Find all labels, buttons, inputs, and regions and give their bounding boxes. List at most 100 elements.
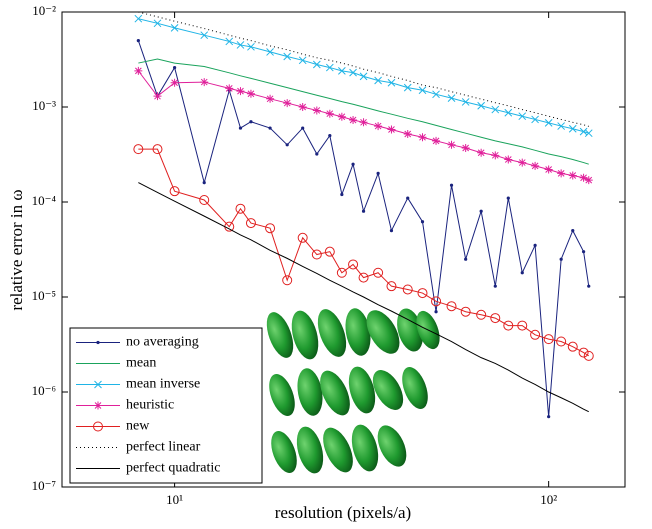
data-point bbox=[336, 267, 347, 278]
y-tick-label: 10⁻² bbox=[32, 3, 56, 18]
data-point bbox=[520, 271, 524, 275]
data-point bbox=[434, 310, 438, 314]
data-point bbox=[403, 83, 412, 92]
data-point bbox=[418, 86, 427, 95]
data-point bbox=[373, 267, 384, 278]
data-point bbox=[504, 155, 513, 164]
axes-box bbox=[61, 11, 626, 488]
data-point bbox=[374, 76, 382, 85]
y-tick-label: 10⁻⁵ bbox=[32, 288, 56, 303]
data-point bbox=[584, 129, 593, 138]
data-point bbox=[235, 203, 246, 214]
data-point bbox=[386, 281, 397, 292]
data-point bbox=[461, 144, 470, 153]
data-point bbox=[432, 136, 441, 145]
series-line bbox=[138, 18, 589, 134]
x-axis-label: resolution (pixels/a) bbox=[275, 503, 411, 522]
data-point bbox=[328, 133, 332, 138]
data-point bbox=[460, 306, 471, 317]
data-point bbox=[432, 90, 440, 99]
legend-label: new bbox=[126, 419, 150, 434]
data-point bbox=[557, 122, 566, 130]
data-point bbox=[358, 272, 369, 283]
data-point bbox=[518, 158, 527, 167]
data-point bbox=[359, 118, 368, 127]
series-line bbox=[137, 40, 590, 417]
data-point bbox=[249, 120, 253, 124]
data-point bbox=[202, 181, 206, 185]
data-point bbox=[311, 249, 322, 260]
data-point bbox=[153, 19, 162, 28]
data-point bbox=[417, 288, 428, 299]
data-point bbox=[587, 284, 591, 288]
data-point bbox=[337, 112, 346, 121]
data-point bbox=[173, 65, 177, 70]
data-point bbox=[547, 415, 551, 419]
data-point bbox=[431, 296, 442, 307]
data-point bbox=[340, 192, 344, 197]
data-point bbox=[338, 67, 346, 75]
data-point bbox=[268, 126, 272, 130]
data-point bbox=[170, 24, 179, 32]
data-point bbox=[530, 329, 541, 340]
data-point bbox=[387, 78, 396, 87]
data-point bbox=[556, 336, 567, 347]
data-point bbox=[533, 243, 537, 247]
data-point bbox=[170, 78, 179, 87]
y-tick-label: 10⁻⁶ bbox=[32, 383, 56, 398]
data-point bbox=[531, 115, 539, 124]
data-point bbox=[531, 161, 540, 170]
data-point bbox=[543, 334, 554, 345]
data-point bbox=[477, 148, 486, 157]
data-point bbox=[559, 257, 563, 261]
data-point bbox=[476, 309, 487, 320]
data-point bbox=[348, 259, 359, 270]
data-point bbox=[152, 144, 163, 155]
data-point bbox=[301, 126, 305, 130]
data-point bbox=[584, 176, 593, 185]
y-tick-label: 10⁻³ bbox=[32, 98, 56, 113]
legend-marker bbox=[96, 340, 100, 345]
data-point bbox=[491, 151, 500, 160]
data-point bbox=[225, 84, 234, 93]
data-point bbox=[236, 87, 245, 96]
data-point bbox=[461, 98, 470, 106]
data-point bbox=[200, 31, 209, 40]
ellipsoid-inset bbox=[266, 308, 440, 474]
data-point bbox=[567, 341, 578, 352]
data-point bbox=[578, 347, 589, 358]
data-point bbox=[298, 103, 307, 111]
data-point bbox=[491, 105, 500, 114]
data-point bbox=[247, 42, 255, 51]
legend-label: heuristic bbox=[126, 398, 174, 413]
data-point bbox=[282, 275, 293, 286]
data-point bbox=[544, 165, 553, 174]
data-point bbox=[579, 127, 588, 136]
data-point bbox=[568, 124, 577, 133]
legend-label: mean inverse bbox=[126, 377, 200, 392]
series-line bbox=[138, 148, 590, 357]
data-point bbox=[246, 89, 255, 98]
data-point bbox=[349, 115, 358, 124]
legend-marker bbox=[94, 401, 102, 410]
data-point bbox=[374, 122, 383, 131]
data-point bbox=[557, 169, 566, 178]
y-tick-label: 10⁻⁷ bbox=[32, 478, 56, 493]
data-point bbox=[387, 125, 396, 134]
data-point bbox=[136, 38, 140, 43]
data-point bbox=[464, 257, 468, 261]
data-point bbox=[581, 250, 586, 254]
data-point bbox=[349, 68, 357, 77]
data-point bbox=[402, 284, 413, 295]
data-point bbox=[376, 171, 380, 176]
data-point bbox=[134, 66, 143, 75]
data-point bbox=[544, 119, 553, 127]
data-point bbox=[238, 126, 243, 130]
data-point bbox=[583, 350, 594, 361]
data-point bbox=[446, 301, 457, 312]
data-point bbox=[266, 48, 274, 56]
data-point bbox=[490, 313, 501, 324]
data-point bbox=[504, 108, 513, 117]
data-point bbox=[283, 99, 292, 108]
legend-label: no averaging bbox=[126, 335, 199, 350]
